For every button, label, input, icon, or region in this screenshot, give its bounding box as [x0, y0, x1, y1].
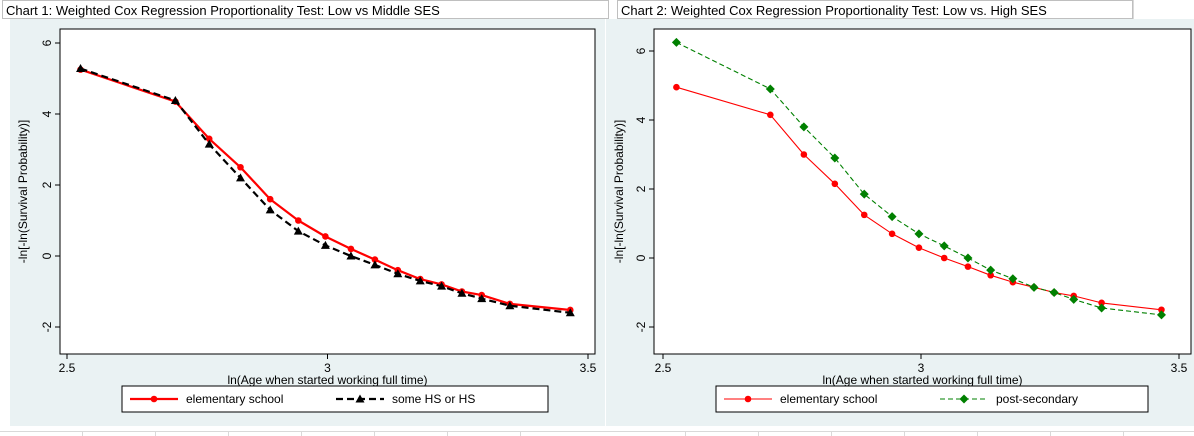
chart-1-series-2-point: [437, 281, 447, 290]
chart-2-series-2-point: [1069, 294, 1079, 304]
chart-2-series-2-point: [799, 122, 809, 132]
chart-1-series-2-point: [235, 173, 245, 182]
chart-2-series-2-point: [939, 241, 949, 251]
chart-1-x-tick-label: 2.5: [59, 361, 76, 375]
chart-1-legend-label-1: elementary school: [186, 392, 283, 406]
chart-2-series-1-point: [831, 180, 839, 188]
chart-1-series-2-point: [477, 294, 487, 303]
chart-1-x-tick-label: 3.5: [580, 361, 597, 375]
chart-2-series-1-point: [1158, 306, 1165, 314]
chart-1-series-1-point: [205, 135, 213, 143]
chart-1-series-2-point: [265, 205, 275, 214]
chart-2-legend-marker-1: [744, 395, 752, 403]
chart-2-x-tick-label: 2.5: [655, 361, 672, 375]
chart-2: -2 0 2 4 6 2.5 3 3.5 ln(Age when started working…: [606, 19, 1194, 426]
chart-1-series-2-point: [293, 226, 303, 235]
chart-1-series-1-point: [371, 256, 379, 263]
chart-1-series-2-point: [457, 288, 467, 297]
chart-1-x-axis-label: ln(Age when started working full time): [227, 373, 427, 387]
chart-1-plot-area: [59, 28, 596, 355]
chart-2-x-tick-label: 3.5: [1171, 361, 1188, 375]
chart-2-series-2-point: [986, 265, 996, 275]
chart-2-series-1-line: [676, 86, 1162, 311]
chart-1-y-tick-label: 6: [40, 39, 54, 46]
chart-1-series-2-line: [80, 67, 571, 314]
chart-2-series-1-point: [987, 271, 994, 279]
chart-1-series-2-point: [170, 96, 180, 105]
chart-1-series-1-point: [322, 233, 329, 240]
chart-2-legend-label-1: elementary school: [780, 392, 877, 406]
chart-2-legend-label-2: post-secondary: [996, 392, 1078, 406]
chart-1-series-2-point: [320, 240, 330, 249]
chart-1-series-2-point: [346, 251, 356, 260]
chart-2-series-2-point: [1049, 288, 1059, 297]
chart-1-title: Chart 1: Weighted Cox Regression Proport…: [2, 0, 609, 19]
chart-2-series-2-point: [859, 189, 869, 199]
chart-2-y-tick-label: -2: [634, 321, 648, 332]
chart-1-series-2-point: [415, 276, 425, 285]
chart-1-legend: [121, 385, 549, 413]
chart-2-legend: [715, 385, 1149, 413]
chart-2-y-tick-label: 4: [634, 116, 648, 123]
chart-2-series-1-point: [673, 83, 680, 91]
chart-1-series-2-point: [393, 269, 403, 278]
chart-2-series-1: [673, 83, 1165, 314]
chart-1-legend-marker-1: [150, 395, 158, 403]
chart-2-title: Chart 2: Weighted Cox Regression Proport…: [617, 0, 1133, 19]
chart-2-series-2-point: [671, 37, 681, 47]
chart-2-y-tick-label: 6: [634, 47, 648, 54]
chart-2-series-2-point: [914, 229, 924, 239]
chart-2-series-1-point: [888, 230, 896, 238]
chart-2-plot-area: [653, 28, 1192, 355]
chart-1-series-2-point: [204, 139, 214, 148]
chart-1-series-2: [76, 64, 575, 317]
chart-2-x-tick-label: 3: [918, 361, 925, 375]
chart-1-y-tick-label: -2: [40, 321, 54, 332]
chart-2-series-2-line: [676, 41, 1162, 316]
chart-2-y-axis-label: -ln[-ln(Survival Probability)]: [612, 120, 626, 263]
chart-1-legend-label-2: some HS or HS: [392, 392, 475, 406]
chart-2-series-1-point: [767, 111, 774, 119]
chart-2-series-2-point: [1156, 310, 1166, 320]
chart-1-series-2-point: [505, 301, 515, 310]
chart-1-series-1-point: [295, 217, 302, 224]
chart-2-series-2-point: [765, 84, 775, 94]
chart-1-legend-marker-2: [355, 394, 365, 403]
chart-2-series-1-point: [940, 254, 948, 262]
chart-1-series-1-point: [347, 245, 355, 253]
chart-2-y-tick-label: 2: [634, 185, 648, 192]
chart-1-y-tick-label: 0: [40, 252, 54, 259]
chart-1-y-axis-label: -ln[-ln(Survival Probability)]: [16, 120, 30, 263]
chart-1: -2 0 2 4 6 2.5 3 3.5 ln(Age when started working…: [10, 19, 605, 426]
chart-2-series-1-point: [915, 244, 923, 251]
chart-1-series-2-point: [565, 308, 575, 317]
chart-1-y-tick-label: 4: [40, 110, 54, 117]
chart-2-series-2-point: [1029, 282, 1039, 292]
chart-2-series-2-point: [830, 153, 840, 163]
chart-1-series-1-line: [80, 68, 571, 312]
chart-2-series-2-point: [1008, 274, 1018, 284]
chart-2-series-1-point: [1098, 299, 1105, 307]
chart-2-series-2-point: [887, 212, 897, 222]
chart-2-x-axis-label: ln(Age when started working full time): [822, 373, 1022, 387]
chart-1-series-2-point: [370, 260, 380, 269]
chart-2-series-2-point: [1097, 303, 1107, 313]
chart-1-series-2-point: [76, 64, 86, 73]
chart-2-legend-marker-2: [959, 394, 969, 404]
chart-2-series-2: [671, 37, 1166, 320]
chart-2-series-1-point: [860, 211, 868, 219]
chart-2-series-2-point: [963, 253, 973, 263]
chart-1-x-tick-label: 3: [324, 361, 331, 375]
chart-1-series-1-point: [266, 195, 274, 203]
chart-2-series-1-point: [964, 263, 972, 270]
chart-1-series-1-point: [237, 163, 244, 171]
chart-2-y-tick-label: 0: [634, 254, 648, 261]
chart-2-series-1-point: [800, 151, 808, 158]
chart-1-y-tick-label: 2: [40, 181, 54, 188]
